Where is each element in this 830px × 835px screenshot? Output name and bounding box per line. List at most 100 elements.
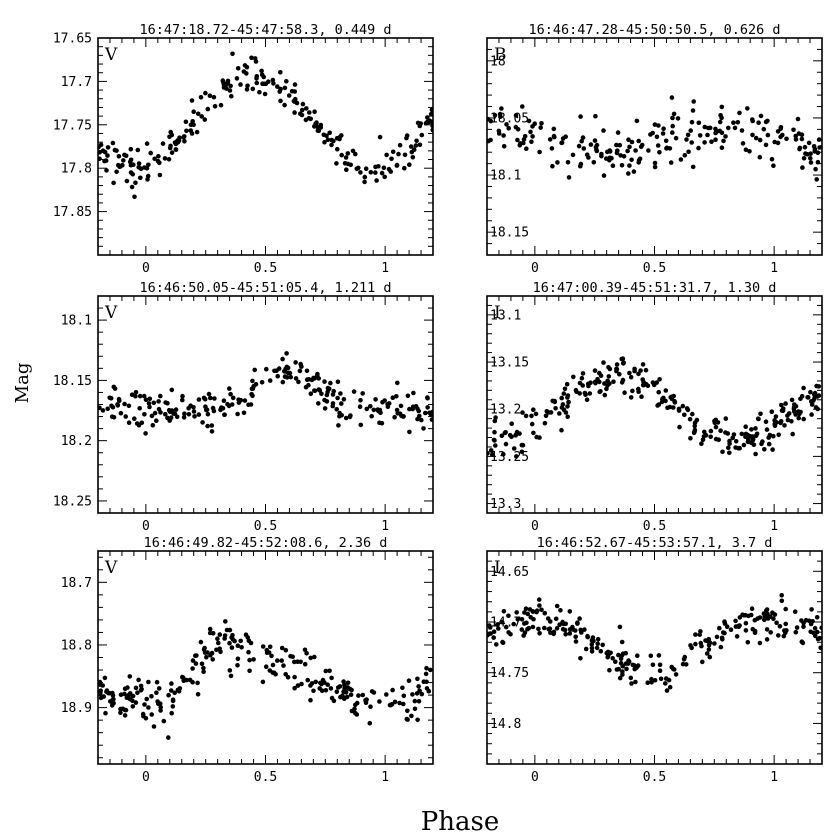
data-point: [425, 119, 431, 125]
data-point: [223, 619, 228, 624]
data-point: [398, 403, 404, 409]
data-points: [98, 51, 433, 200]
data-point: [322, 680, 327, 685]
data-point: [209, 423, 215, 428]
data-point: [492, 418, 498, 424]
data-point: [598, 373, 604, 379]
data-point: [663, 398, 668, 404]
data-point: [338, 694, 343, 700]
data-point: [563, 410, 569, 415]
data-point: [335, 146, 340, 152]
data-point: [338, 391, 343, 396]
data-point: [776, 633, 781, 638]
data-point: [230, 395, 236, 401]
data-point: [611, 379, 616, 385]
data-point: [261, 74, 267, 80]
data-point: [524, 146, 529, 151]
data-point: [254, 74, 260, 79]
data-point: [200, 420, 205, 425]
data-point: [753, 426, 758, 431]
data-point: [170, 704, 176, 709]
data-point: [782, 628, 787, 633]
data-point: [169, 681, 174, 686]
data-point: [302, 647, 308, 653]
data-point: [199, 114, 204, 119]
data-point: [283, 647, 289, 653]
data-point: [343, 415, 349, 421]
data-point: [614, 142, 619, 148]
data-point: [782, 423, 787, 428]
data-point: [166, 157, 172, 162]
data-point: [167, 134, 172, 140]
data-point: [771, 163, 776, 168]
data-point: [187, 677, 193, 683]
data-point: [791, 127, 796, 133]
data-point: [274, 368, 279, 374]
data-point: [353, 151, 358, 157]
data-point: [337, 135, 343, 140]
data-point: [118, 410, 124, 416]
data-point: [531, 616, 536, 622]
data-point: [563, 632, 568, 637]
data-point: [589, 645, 595, 651]
data-point: [149, 694, 154, 699]
data-point: [503, 430, 508, 435]
data-point: [769, 156, 775, 162]
data-point: [421, 679, 427, 684]
data-point: [216, 640, 221, 646]
data-point: [207, 93, 213, 98]
data-point: [389, 156, 394, 162]
data-point: [592, 138, 598, 143]
data-point: [490, 452, 495, 457]
data-point: [636, 160, 641, 165]
data-point: [180, 397, 185, 403]
data-point: [118, 706, 123, 712]
data-point: [670, 130, 675, 135]
data-point: [227, 627, 233, 633]
data-point: [367, 720, 373, 726]
data-point: [592, 368, 598, 373]
x-tick-label: 1: [770, 770, 778, 785]
data-point: [573, 639, 579, 644]
data-point: [328, 380, 333, 386]
data-point: [536, 597, 542, 602]
data-point: [799, 136, 805, 142]
data-point: [492, 438, 497, 443]
data-point: [577, 380, 583, 386]
data-point: [118, 710, 123, 715]
data-point: [202, 396, 208, 402]
band-label: I: [494, 558, 501, 578]
data-point: [764, 637, 770, 642]
data-point: [408, 144, 414, 149]
data-point: [429, 417, 433, 422]
data-point: [726, 445, 731, 451]
data-point: [636, 389, 641, 395]
data-point: [285, 675, 291, 680]
x-tick-label: 1: [381, 261, 389, 276]
data-point: [410, 155, 416, 160]
data-point: [371, 407, 377, 413]
data-point: [628, 395, 634, 400]
data-point: [595, 641, 600, 647]
x-tick-label: 1: [770, 261, 778, 276]
data-point: [700, 437, 706, 443]
data-point: [166, 692, 171, 698]
data-point: [753, 451, 758, 457]
data-point: [307, 110, 312, 115]
y-tick-label: 18.25: [53, 494, 92, 509]
data-point: [808, 160, 814, 165]
data-point: [584, 397, 590, 403]
data-point: [369, 413, 375, 419]
data-point: [217, 632, 223, 637]
data-point: [329, 695, 335, 701]
data-point: [495, 622, 500, 627]
panel-title: 16:46:50.05-45:51:05.4, 1.211 d: [140, 280, 392, 296]
data-point: [315, 124, 320, 130]
data-point: [259, 380, 265, 385]
data-point: [122, 691, 127, 697]
data-point: [292, 110, 297, 115]
data-point: [195, 680, 200, 686]
data-point: [235, 643, 241, 648]
data-point: [563, 621, 568, 627]
data-point: [205, 650, 210, 655]
